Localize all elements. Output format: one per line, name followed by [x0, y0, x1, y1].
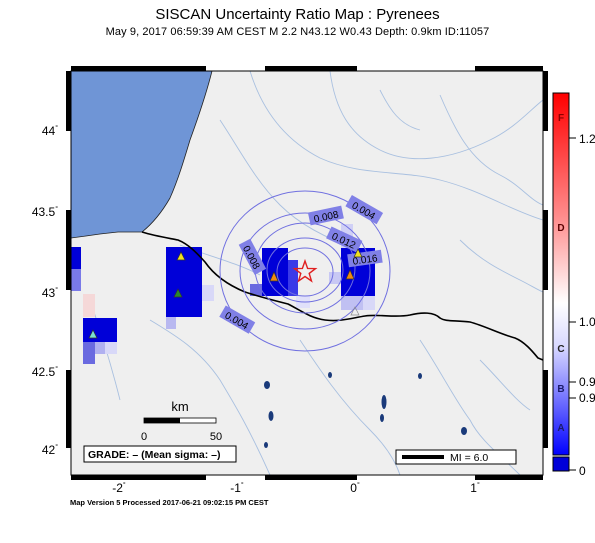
map-title: SISCAN Uncertainty Ratio Map : Pyrenees [155, 6, 440, 23]
svg-text:F: F [558, 113, 564, 124]
grade-box: GRADE: – (Mean sigma: –) [83, 445, 237, 463]
triangle-icon [173, 288, 183, 298]
triangle-icon [88, 329, 98, 339]
svg-text:50: 50 [210, 431, 222, 443]
lakes [264, 372, 467, 448]
svg-text:C: C [557, 344, 564, 355]
star-icon [292, 258, 318, 283]
svg-text:0: 0 [141, 431, 147, 443]
svg-text:43°: 43° [42, 286, 58, 300]
svg-text:1°: 1° [470, 481, 480, 495]
svg-text:0.9: 0.9 [579, 375, 595, 389]
svg-text:44°: 44° [42, 124, 58, 138]
event-info: May 9, 2017 06:59:39 AM CEST M 2.2 N43.1… [105, 26, 490, 38]
scale-bar: km 0 50 [141, 399, 222, 443]
svg-text:D: D [557, 223, 564, 234]
svg-text:-1°: -1° [230, 481, 244, 495]
mi-legend: MI = 6.0 [395, 449, 517, 465]
colorbar: F D C B A 1.2 1.0 0.9 0.9 0 [552, 92, 595, 478]
svg-text:42°: 42° [42, 443, 58, 457]
svg-text:0.9: 0.9 [579, 391, 595, 405]
svg-text:B: B [557, 384, 564, 395]
triangle-icon [176, 251, 186, 261]
frame-ticks [66, 66, 548, 480]
svg-text:km: km [171, 399, 188, 414]
triangle-icon [345, 269, 355, 280]
svg-text:-2°: -2° [112, 481, 126, 495]
svg-text:A: A [557, 423, 564, 434]
svg-text:MI = 6.0: MI = 6.0 [450, 452, 488, 464]
contour-labels: 0.004 0.008 0.012 0.016 0.008 0.004 [219, 194, 384, 334]
contour-label-1: 0.008 [313, 209, 340, 225]
svg-text:0: 0 [579, 464, 586, 478]
latitude-labels: 44° 43.5° 43° 42.5° 42° [32, 124, 58, 457]
stations [88, 248, 363, 339]
longitude-labels: -2° -1° 0° 1° [112, 481, 480, 495]
svg-text:1.0: 1.0 [579, 315, 595, 329]
svg-text:43.5°: 43.5° [32, 205, 58, 219]
triangle-icon [269, 271, 279, 282]
svg-text:1.2: 1.2 [579, 132, 595, 146]
triangle-icon [350, 306, 360, 316]
triangle-icon [353, 248, 363, 258]
svg-text:0°: 0° [350, 481, 360, 495]
national-border [141, 231, 543, 361]
uncertainty-contours [219, 190, 391, 352]
footer-processing-info: Map Version 5 Processed 2017-06-21 09:02… [70, 498, 269, 507]
svg-text:GRADE: – (Mean sigma: –): GRADE: – (Mean sigma: –) [88, 449, 220, 461]
svg-text:42.5°: 42.5° [32, 365, 58, 379]
